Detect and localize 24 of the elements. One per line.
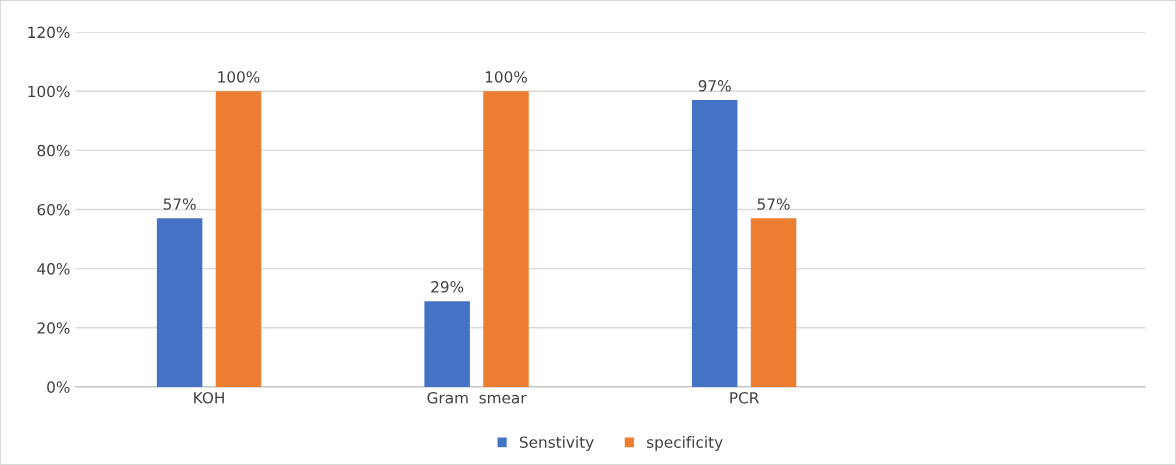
data-label: 57%: [757, 198, 790, 210]
x-tick-label: KOH: [194, 392, 224, 404]
data-label: 57%: [163, 198, 196, 210]
data-label: 100%: [218, 71, 260, 83]
y-tick-label: 100%: [28, 85, 70, 98]
legend-label: specificity: [646, 436, 723, 451]
bar: [215, 91, 262, 387]
data-label: 29%: [431, 281, 464, 293]
data-label: 97%: [698, 80, 731, 92]
x-tick-label: Gram smear: [427, 392, 527, 404]
bar: [691, 100, 738, 387]
y-tick-label: 120%: [28, 26, 70, 39]
x-tick-label: PCR: [730, 392, 759, 404]
y-tick-label: 20%: [37, 322, 70, 334]
bar: [750, 218, 797, 387]
y-tick-label: 40%: [37, 263, 70, 275]
bar: [483, 91, 529, 387]
y-tick-label: 80%: [37, 144, 70, 157]
bar: [156, 218, 203, 387]
y-tick-label: 60%: [37, 203, 70, 216]
bar: [424, 301, 470, 387]
legend-label: Senstivity: [519, 436, 594, 451]
y-tick-label: 0%: [47, 381, 70, 393]
data-label: 100%: [485, 71, 527, 83]
